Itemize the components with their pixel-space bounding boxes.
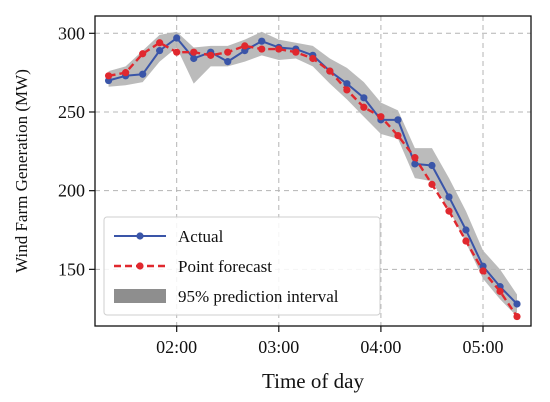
point-forecast-point [190, 48, 198, 56]
actual-point [173, 34, 181, 42]
actual-point [428, 161, 436, 170]
series-layer [104, 34, 521, 321]
point-forecast-point [513, 312, 521, 321]
point-forecast-point [428, 180, 436, 188]
legend-label: 95% prediction interval [178, 287, 339, 306]
actual-point [462, 226, 470, 234]
point-forecast-point [224, 48, 232, 56]
point-forecast-point [445, 207, 453, 215]
point-forecast-point [104, 72, 113, 80]
point-forecast-point [275, 45, 283, 53]
point-forecast-point [139, 50, 147, 58]
actual-point [156, 47, 164, 55]
y-axis-title: Wind Farm Generation (MW) [12, 69, 31, 273]
x-tick-label: 05:00 [463, 337, 504, 357]
actual-point [190, 54, 198, 63]
point-forecast-point [156, 39, 164, 47]
actual-point [411, 160, 419, 168]
actual-point [394, 116, 402, 124]
x-tick-label: 02:00 [156, 337, 197, 357]
actual-point [258, 37, 266, 45]
point-forecast-point [173, 48, 181, 56]
point-forecast-point [394, 131, 402, 140]
y-tick-label: 250 [58, 102, 85, 122]
prediction-interval-layer [108, 31, 518, 317]
point-forecast-point [496, 287, 504, 295]
x-tick-label: 03:00 [258, 337, 299, 357]
point-forecast-point [462, 237, 470, 245]
actual-point [343, 80, 351, 88]
point-forecast-point [360, 103, 368, 111]
plot-frame [94, 15, 532, 327]
point-forecast-point [411, 154, 419, 162]
actual-point [360, 94, 368, 102]
point-forecast-point [122, 69, 130, 77]
legend-label: Actual [178, 227, 224, 246]
prediction-interval-band [108, 31, 518, 317]
point-forecast-point [343, 86, 351, 94]
point-forecast-point [309, 54, 317, 63]
actual-point [224, 58, 232, 66]
point-forecast-point [207, 51, 215, 59]
y-tick-label: 200 [58, 181, 85, 201]
legend-box [103, 216, 381, 316]
y-tick-label: 150 [58, 259, 85, 279]
actual-point [139, 70, 147, 78]
actual-point [513, 300, 521, 308]
point-forecast-point [241, 42, 249, 50]
point-forecast-point [377, 113, 385, 121]
point-forecast-point [326, 67, 334, 75]
y-tick-label: 300 [58, 23, 85, 43]
point-forecast-point [292, 48, 300, 56]
x-tick-label: 04:00 [360, 337, 401, 357]
legend-marker-point-forecast [136, 262, 144, 270]
actual-point [445, 193, 453, 201]
legend: Actual Point forecast 95% prediction inter… [103, 216, 381, 316]
point-forecast-point [479, 267, 487, 275]
axis-ticks: 02:00 03:00 04:00 05:00 150 200 250 300 [58, 23, 504, 357]
point-forecast-point [258, 45, 266, 53]
legend-swatch-prediction-interval [114, 289, 166, 303]
x-axis-title: Time of day [262, 369, 364, 393]
legend-label: Point forecast [178, 257, 272, 276]
legend-marker-actual [136, 232, 144, 240]
